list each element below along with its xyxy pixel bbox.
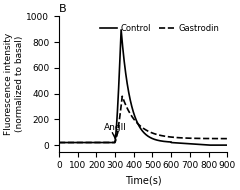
Gastrodin bbox=[135, 121, 138, 124]
Control bbox=[190, 143, 193, 145]
Gastrodin bbox=[121, 95, 124, 97]
Line: Control: Control bbox=[59, 30, 227, 145]
Control bbox=[221, 144, 224, 146]
Control bbox=[226, 144, 229, 146]
Line: Gastrodin: Gastrodin bbox=[59, 96, 227, 142]
Legend: Control, Gastrodin: Control, Gastrodin bbox=[97, 21, 223, 36]
Control bbox=[120, 29, 123, 31]
Control bbox=[221, 144, 224, 146]
Gastrodin bbox=[221, 138, 224, 140]
Gastrodin bbox=[66, 141, 69, 144]
Control bbox=[207, 144, 210, 146]
Control bbox=[58, 141, 60, 144]
Gastrodin bbox=[139, 125, 142, 128]
Control bbox=[139, 128, 142, 130]
X-axis label: Time(s): Time(s) bbox=[125, 176, 162, 186]
Control bbox=[66, 141, 69, 144]
Gastrodin bbox=[58, 141, 60, 144]
Gastrodin bbox=[226, 138, 229, 140]
Text: B: B bbox=[59, 4, 67, 14]
Text: AngII: AngII bbox=[104, 123, 126, 132]
Y-axis label: Fluorescence intensity
(normalized to basal): Fluorescence intensity (normalized to ba… bbox=[4, 33, 24, 135]
Gastrodin bbox=[190, 137, 193, 139]
Gastrodin bbox=[221, 138, 224, 140]
Control bbox=[135, 120, 138, 122]
